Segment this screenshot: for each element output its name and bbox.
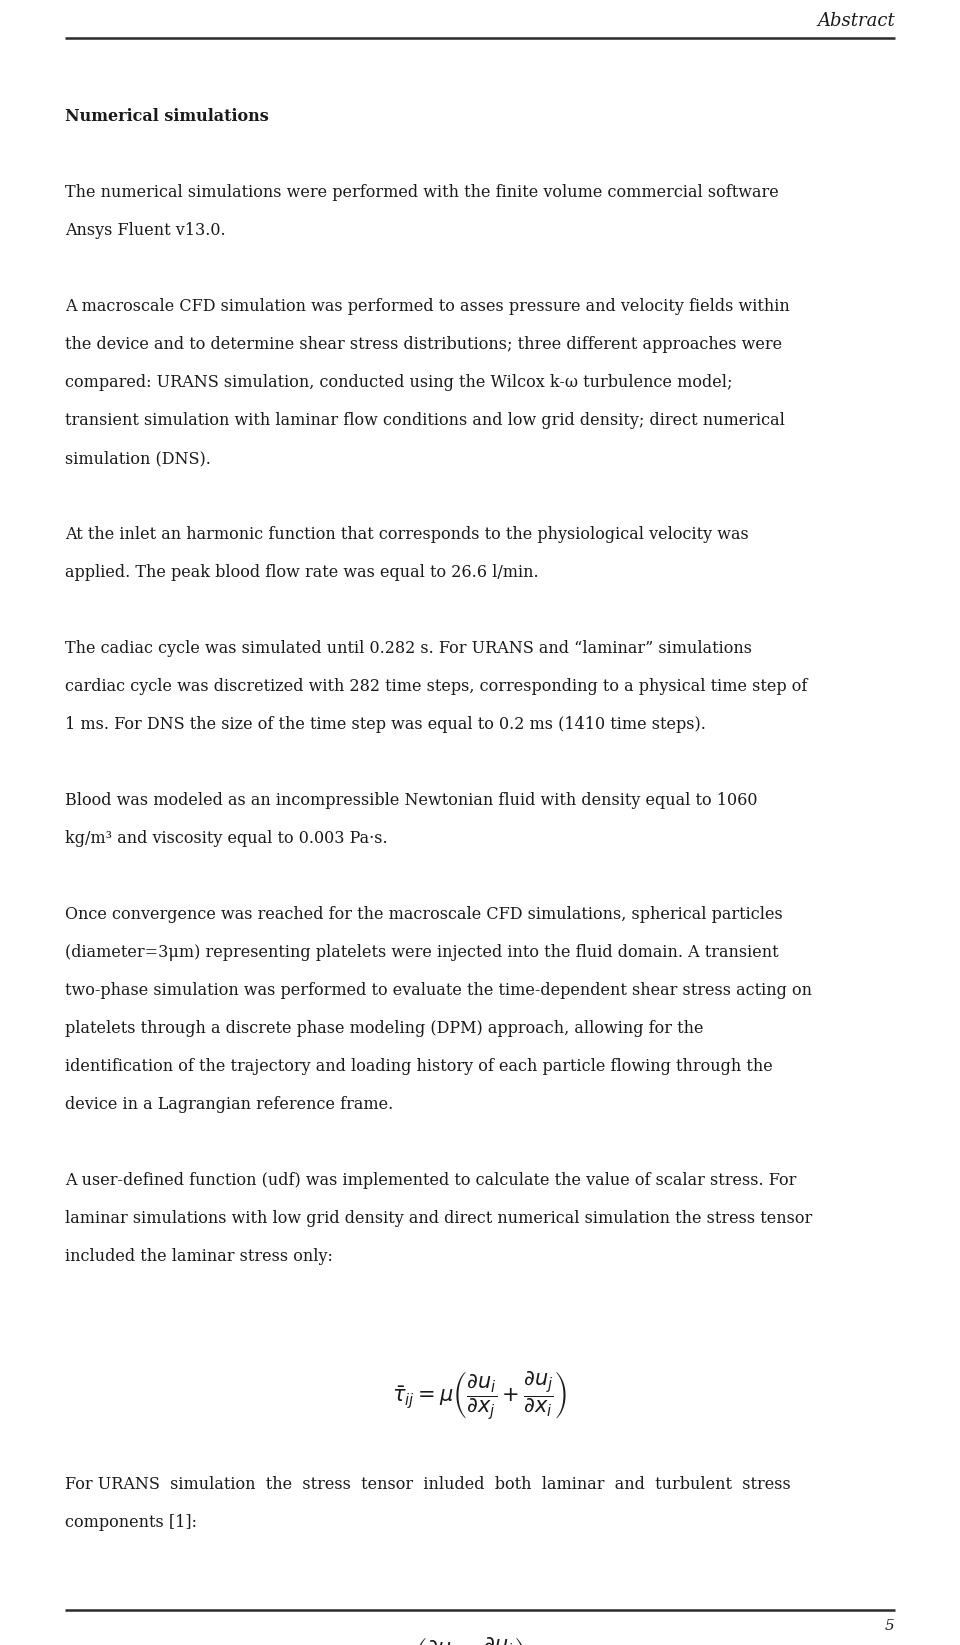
Text: The cadiac cycle was simulated until 0.282 s. For URANS and “laminar” simulation: The cadiac cycle was simulated until 0.2…	[65, 640, 753, 656]
Text: transient simulation with laminar flow conditions and low grid density; direct n: transient simulation with laminar flow c…	[65, 411, 785, 429]
Text: compared: URANS simulation, conducted using the Wilcox k-ω turbulence model;: compared: URANS simulation, conducted us…	[65, 373, 732, 392]
Text: 5: 5	[885, 1619, 895, 1633]
Text: For URANS  simulation  the  stress  tensor  inluded  both  laminar  and  turbule: For URANS simulation the stress tensor i…	[65, 1476, 791, 1494]
Text: Ansys Fluent v13.0.: Ansys Fluent v13.0.	[65, 222, 226, 239]
Text: applied. The peak blood flow rate was equal to 26.6 l/min.: applied. The peak blood flow rate was eq…	[65, 564, 539, 581]
Text: device in a Lagrangian reference frame.: device in a Lagrangian reference frame.	[65, 1096, 394, 1114]
Text: (diameter=3μm) representing platelets were injected into the fluid domain. A tra: (diameter=3μm) representing platelets we…	[65, 944, 779, 961]
Text: cardiac cycle was discretized with 282 time steps, corresponding to a physical t: cardiac cycle was discretized with 282 t…	[65, 678, 807, 694]
Text: components [1]:: components [1]:	[65, 1513, 198, 1531]
Text: The numerical simulations were performed with the finite volume commercial softw: The numerical simulations were performed…	[65, 184, 779, 201]
Text: Blood was modeled as an incompressible Newtonian fluid with density equal to 106: Blood was modeled as an incompressible N…	[65, 791, 757, 809]
Text: kg/m³ and viscosity equal to 0.003 Pa·s.: kg/m³ and viscosity equal to 0.003 Pa·s.	[65, 831, 388, 847]
Text: A user-defined function (udf) was implemented to calculate the value of scalar s: A user-defined function (udf) was implem…	[65, 1171, 797, 1189]
Text: 1 ms. For DNS the size of the time step was equal to 0.2 ms (1410 time steps).: 1 ms. For DNS the size of the time step …	[65, 716, 707, 734]
Text: platelets through a discrete phase modeling (DPM) approach, allowing for the: platelets through a discrete phase model…	[65, 1020, 704, 1036]
Text: identification of the trajectory and loading history of each particle flowing th: identification of the trajectory and loa…	[65, 1058, 773, 1074]
Text: simulation (DNS).: simulation (DNS).	[65, 451, 211, 467]
Text: the device and to determine shear stress distributions; three different approach: the device and to determine shear stress…	[65, 336, 782, 354]
Text: two-phase simulation was performed to evaluate the time-dependent shear stress a: two-phase simulation was performed to ev…	[65, 982, 812, 999]
Text: A macroscale CFD simulation was performed to asses pressure and velocity fields : A macroscale CFD simulation was performe…	[65, 298, 790, 314]
Text: laminar simulations with low grid density and direct numerical simulation the st: laminar simulations with low grid densit…	[65, 1211, 812, 1227]
Text: At the inlet an harmonic function that corresponds to the physiological velocity: At the inlet an harmonic function that c…	[65, 526, 749, 543]
Text: Once convergence was reached for the macroscale CFD simulations, spherical parti: Once convergence was reached for the mac…	[65, 906, 783, 923]
Text: $\bar{\tau}_{ij} = \mu\left(\dfrac{\partial u_i}{\partial x_j} + \dfrac{\partial: $\bar{\tau}_{ij} = \mu\left(\dfrac{\part…	[352, 1635, 608, 1645]
Text: Abstract: Abstract	[817, 12, 895, 30]
Text: Numerical simulations: Numerical simulations	[65, 109, 269, 125]
Text: included the laminar stress only:: included the laminar stress only:	[65, 1249, 333, 1265]
Text: $\bar{\tau}_{ij} = \mu\left(\dfrac{\partial u_i}{\partial x_j} + \dfrac{\partial: $\bar{\tau}_{ij} = \mu\left(\dfrac{\part…	[393, 1370, 567, 1421]
